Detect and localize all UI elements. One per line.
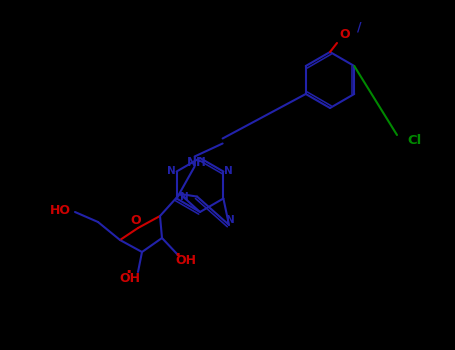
Text: N: N [226, 215, 234, 225]
Text: N: N [180, 192, 188, 202]
Text: HO: HO [50, 203, 71, 217]
Text: ·: · [174, 247, 180, 265]
Text: OH: OH [176, 254, 197, 267]
Text: NH: NH [187, 156, 207, 169]
Text: /: / [357, 21, 361, 34]
Text: O: O [340, 28, 350, 42]
Text: ·: · [125, 264, 131, 282]
Text: OH: OH [120, 272, 141, 285]
Text: O: O [131, 215, 142, 228]
Text: Cl: Cl [408, 133, 422, 147]
Text: N: N [167, 167, 176, 176]
Text: N: N [224, 167, 233, 176]
